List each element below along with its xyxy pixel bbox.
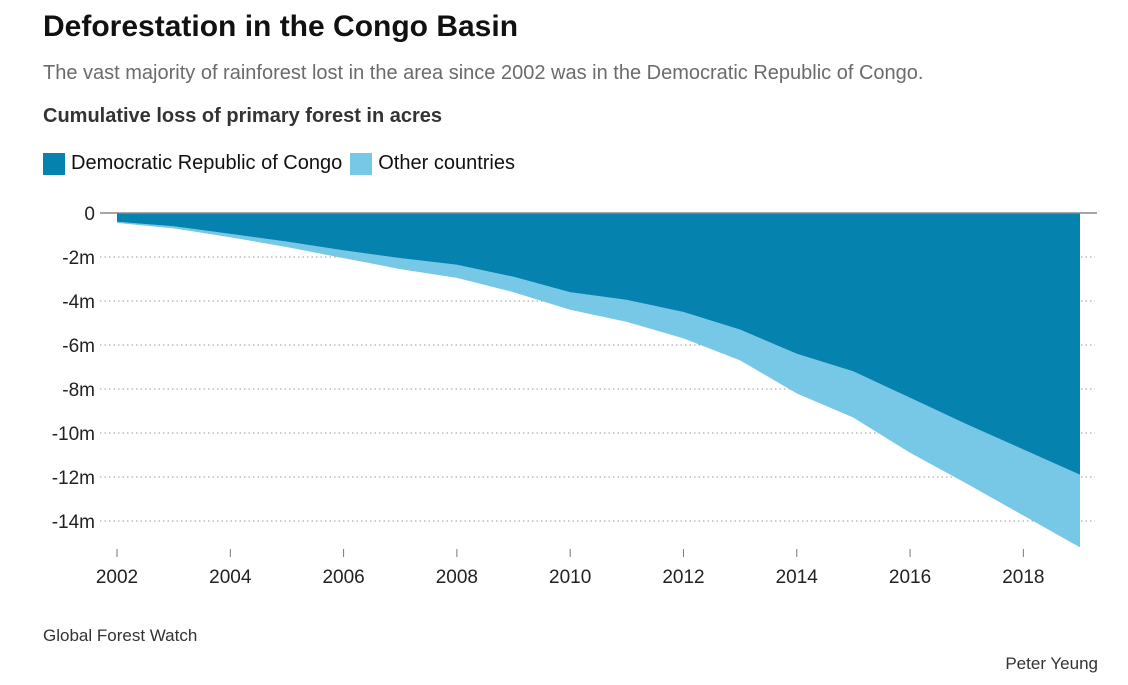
- x-tick-label: 2006: [322, 567, 364, 588]
- legend-label-drc: Democratic Republic of Congo: [71, 152, 343, 174]
- axis-title: Cumulative loss of primary forest in acr…: [43, 105, 443, 127]
- x-tick-label: 2012: [662, 567, 704, 588]
- x-tick-label: 2016: [889, 567, 931, 588]
- credit-note: Peter Yeung: [1005, 654, 1098, 673]
- x-tick-label: 2002: [96, 567, 138, 588]
- y-tick-label: 0: [84, 204, 95, 225]
- source-note: Global Forest Watch: [43, 626, 198, 645]
- y-tick-label: -2m: [62, 248, 95, 269]
- legend: Democratic Republic of Congo Other count…: [43, 152, 523, 175]
- x-tick-label: 2004: [209, 567, 252, 588]
- legend-label-other: Other countries: [378, 152, 515, 174]
- legend-item-drc: Democratic Republic of Congo: [43, 152, 342, 175]
- legend-item-other: Other countries: [350, 152, 515, 175]
- legend-swatch-other: [350, 152, 373, 175]
- y-tick-label: -6m: [62, 336, 95, 357]
- legend-swatch-drc: [43, 152, 65, 175]
- chart-title: Deforestation in the Congo Basin: [43, 10, 519, 43]
- x-tick-label: 2018: [1002, 567, 1044, 588]
- y-tick-label: -12m: [52, 468, 95, 489]
- x-tick-label: 2010: [549, 567, 591, 588]
- chart-subtitle: The vast majority of rainforest lost in …: [43, 62, 924, 84]
- area-drc: [117, 213, 1080, 475]
- y-tick-label: -10m: [52, 424, 95, 445]
- area-chart: 0 -2m -4m -6m -8m -10m -12m -14m 2002 2004 2006 200…: [52, 204, 1097, 588]
- y-tick-label: -4m: [62, 292, 95, 313]
- x-tick-label: 2014: [776, 567, 819, 588]
- y-tick-label: -14m: [52, 512, 95, 533]
- y-tick-label: -8m: [62, 380, 95, 401]
- x-tick-label: 2008: [436, 567, 478, 588]
